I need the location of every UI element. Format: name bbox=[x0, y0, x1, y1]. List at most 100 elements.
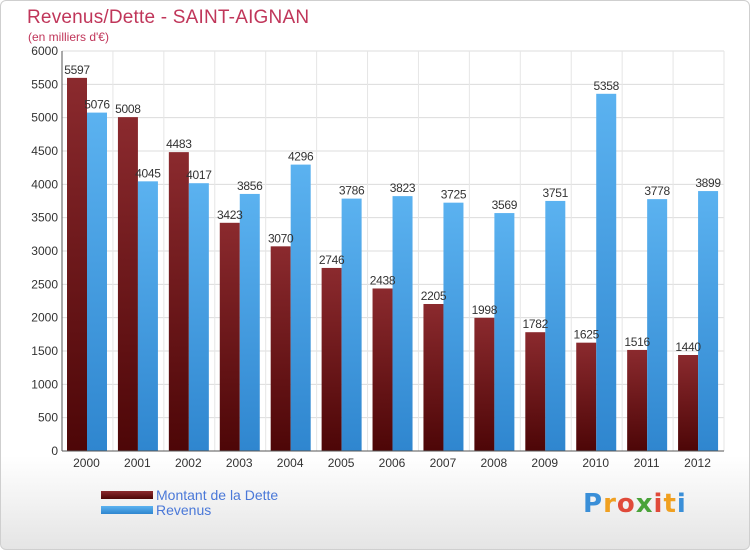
x-tick-label: 2001 bbox=[124, 456, 151, 470]
data-label: 1516 bbox=[624, 335, 650, 349]
bar-revenus bbox=[494, 213, 515, 451]
labels-layer: 5597 5076 5008 4045 4483 4017 3423 3856 3070 4296… bbox=[64, 63, 721, 354]
bar-dette bbox=[678, 355, 699, 451]
x-tick-label: 2009 bbox=[531, 456, 558, 470]
y-tick-label: 5000 bbox=[31, 111, 58, 125]
bar-dette bbox=[117, 117, 138, 451]
y-tick-label: 5500 bbox=[31, 77, 58, 91]
y-tick-label: 1000 bbox=[31, 377, 58, 391]
bar-revenus bbox=[647, 199, 668, 451]
logo-letter: r bbox=[603, 489, 617, 519]
y-tick-label: 0 bbox=[51, 444, 58, 458]
data-label: 1782 bbox=[523, 317, 549, 331]
y-tick-label: 6000 bbox=[31, 44, 58, 58]
bar-dette bbox=[525, 332, 546, 451]
bar-revenus bbox=[290, 164, 311, 451]
data-label: 3423 bbox=[217, 208, 243, 222]
y-tick-label: 500 bbox=[38, 411, 58, 425]
data-label: 5358 bbox=[593, 79, 619, 93]
legend-item-dette: Montant de la Dette bbox=[101, 486, 279, 503]
logo-letter: i bbox=[653, 489, 664, 519]
bar-dette bbox=[474, 317, 495, 451]
data-label: 3569 bbox=[492, 198, 518, 212]
data-label: 3751 bbox=[543, 186, 569, 200]
x-tick-label: 2007 bbox=[430, 456, 457, 470]
data-label: 2746 bbox=[319, 253, 345, 267]
logo-letter: x bbox=[635, 489, 654, 519]
y-tick-label: 4500 bbox=[31, 144, 58, 158]
x-tick-label: 2010 bbox=[582, 456, 609, 470]
data-label: 5008 bbox=[115, 102, 141, 116]
logo-letter: i bbox=[676, 489, 687, 519]
y-tick-label: 3500 bbox=[31, 211, 58, 225]
legend: Montant de la Dette Revenus bbox=[101, 486, 279, 518]
bar-revenus bbox=[87, 112, 107, 451]
bar-dette bbox=[423, 304, 444, 451]
data-label: 4017 bbox=[186, 168, 212, 182]
data-label: 1625 bbox=[573, 328, 599, 342]
legend-swatch-dette bbox=[101, 490, 153, 499]
bar-revenus bbox=[239, 193, 260, 451]
bars-layer bbox=[67, 77, 719, 452]
data-label: 4483 bbox=[166, 137, 192, 151]
x-tick-label: 2002 bbox=[175, 456, 202, 470]
bar-revenus bbox=[698, 191, 719, 452]
bar-dette bbox=[627, 349, 648, 451]
y-tick-label: 1500 bbox=[31, 344, 58, 358]
logo-letter: P bbox=[583, 489, 604, 519]
data-label: 3786 bbox=[339, 184, 365, 198]
x-tick-label: 2003 bbox=[226, 456, 253, 470]
proxiti-logo: Proxiti bbox=[583, 489, 687, 519]
x-tick-label: 2008 bbox=[480, 456, 507, 470]
bar-dette bbox=[270, 246, 291, 451]
y-tick-label: 3000 bbox=[31, 244, 58, 258]
logo-letter: t bbox=[663, 489, 677, 519]
logo-letter: o bbox=[616, 489, 636, 519]
bar-revenus bbox=[137, 181, 158, 452]
x-tick-label: 2012 bbox=[684, 456, 711, 470]
chart-unit-subtitle: (en milliers d'€) bbox=[28, 30, 109, 44]
legend-item-revenus: Revenus bbox=[101, 501, 278, 518]
data-label: 5597 bbox=[64, 63, 90, 77]
data-label: 1998 bbox=[472, 303, 498, 317]
bar-dette bbox=[372, 288, 393, 451]
chart-title: Revenus/Dette - SAINT-AIGNAN bbox=[27, 7, 310, 28]
y-tick-label: 4000 bbox=[31, 177, 58, 191]
x-tick-label: 2005 bbox=[328, 456, 355, 470]
bar-dette bbox=[219, 222, 240, 451]
legend-label-revenus: Revenus bbox=[156, 501, 212, 518]
axis-layer: 0 500 1000 1500 2000 2500 3000 3500 4000 4500 5000… bbox=[31, 44, 724, 470]
bar-revenus bbox=[188, 183, 209, 451]
bar-revenus bbox=[443, 202, 464, 451]
y-tick-label: 2000 bbox=[31, 311, 58, 325]
data-label: 3070 bbox=[268, 231, 294, 245]
bar-revenus bbox=[392, 196, 413, 451]
bar-dette bbox=[67, 77, 87, 451]
data-label: 3778 bbox=[644, 184, 670, 198]
x-tick-label: 2004 bbox=[277, 456, 304, 470]
legend-swatch-revenus bbox=[101, 505, 153, 514]
data-label: 5076 bbox=[84, 98, 110, 112]
bar-dette bbox=[321, 267, 342, 451]
x-tick-label: 2000 bbox=[73, 456, 100, 470]
bar-dette bbox=[168, 152, 189, 451]
legend-label-dette: Montant de la Dette bbox=[156, 486, 279, 503]
data-label: 3823 bbox=[390, 181, 416, 195]
data-label: 3725 bbox=[441, 188, 467, 202]
data-label: 4045 bbox=[135, 166, 161, 180]
data-label: 3856 bbox=[237, 179, 263, 193]
bar-revenus bbox=[341, 198, 362, 451]
x-tick-label: 2006 bbox=[379, 456, 406, 470]
bar-revenus bbox=[596, 93, 617, 452]
data-label: 2205 bbox=[421, 289, 447, 303]
data-label: 4296 bbox=[288, 150, 314, 164]
data-label: 2438 bbox=[370, 273, 396, 287]
y-tick-label: 2500 bbox=[31, 277, 58, 291]
data-label: 3899 bbox=[695, 176, 721, 190]
data-label: 1440 bbox=[675, 340, 701, 354]
bar-dette bbox=[576, 342, 597, 451]
bar-revenus bbox=[545, 200, 566, 451]
x-tick-label: 2011 bbox=[634, 456, 660, 470]
